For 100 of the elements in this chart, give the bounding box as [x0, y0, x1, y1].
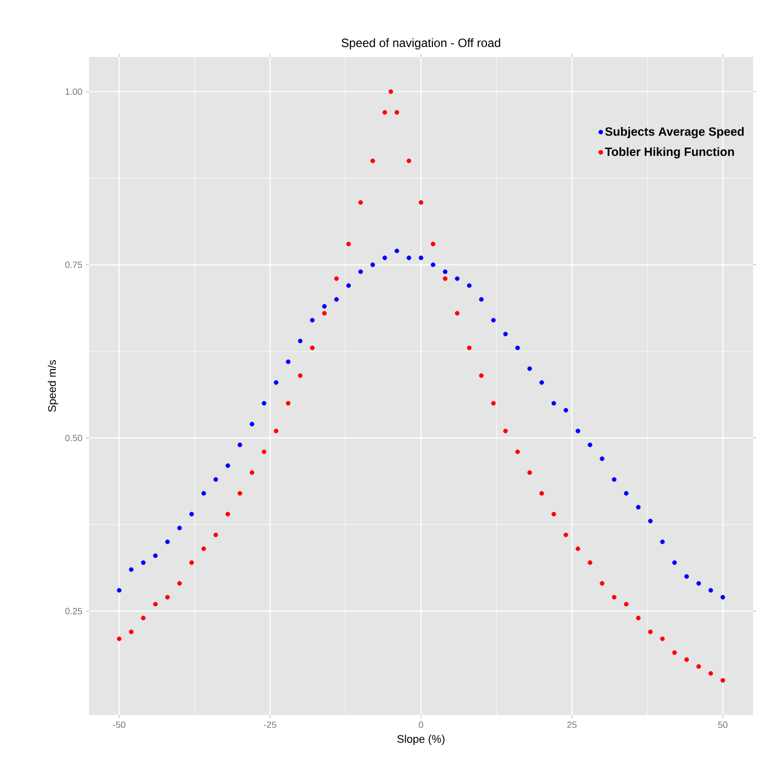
point [720, 678, 726, 683]
point [479, 373, 484, 378]
point [128, 567, 134, 572]
point [503, 332, 508, 336]
x-tick-label: -50 [113, 722, 126, 728]
point [612, 477, 616, 482]
point [322, 310, 327, 316]
point [576, 428, 580, 434]
point [310, 318, 315, 322]
point [388, 89, 394, 94]
point [382, 256, 388, 260]
y-tick-label: 0.50 [65, 434, 82, 442]
point [262, 449, 266, 454]
point [334, 297, 339, 302]
point [418, 256, 424, 260]
point [466, 346, 472, 350]
point [684, 657, 689, 662]
point [250, 470, 254, 475]
point [153, 602, 158, 606]
point [274, 428, 278, 434]
point [708, 671, 714, 676]
point [238, 491, 242, 496]
point [539, 491, 544, 496]
point [551, 512, 556, 516]
point [636, 504, 641, 510]
point [141, 560, 146, 565]
point [322, 304, 327, 309]
point [539, 380, 544, 385]
point [358, 269, 363, 274]
point [551, 401, 556, 406]
point [491, 318, 496, 322]
x-tick-label: 25 [567, 722, 577, 728]
point [600, 456, 604, 462]
point [708, 588, 714, 593]
point [672, 650, 677, 655]
chart-title: Speed of navigation - Off road [342, 38, 500, 50]
point [358, 200, 363, 205]
point [141, 616, 146, 620]
y-tick-label: 1.00 [66, 88, 82, 95]
point [226, 463, 230, 468]
point [116, 636, 122, 642]
point [262, 401, 266, 406]
point [128, 630, 134, 634]
point [298, 373, 303, 378]
point [346, 242, 351, 246]
point [612, 594, 616, 600]
point [213, 532, 218, 538]
point [406, 158, 412, 164]
point [394, 110, 400, 115]
point [201, 546, 206, 552]
y-axis-title: Speed m/s [48, 360, 58, 412]
point [165, 540, 170, 544]
x-tick-label: 50 [718, 722, 728, 728]
point [238, 442, 242, 448]
point [684, 574, 689, 579]
point [527, 470, 532, 475]
point [370, 262, 376, 268]
point [116, 588, 122, 593]
point [298, 338, 303, 344]
point [624, 602, 629, 606]
point [213, 477, 218, 482]
point [491, 401, 496, 406]
point [165, 594, 170, 600]
point [250, 422, 254, 426]
point [406, 256, 412, 260]
point [274, 380, 278, 385]
legend-label: Tobler Hiking Function [605, 147, 734, 158]
point [418, 200, 424, 205]
point [466, 283, 472, 288]
point [660, 540, 665, 544]
point [479, 297, 484, 302]
y-tick-label: 0.25 [65, 608, 82, 614]
point [648, 630, 653, 634]
point [189, 560, 194, 565]
point [576, 546, 580, 552]
point [201, 491, 206, 496]
point [286, 401, 290, 406]
point [696, 581, 701, 586]
point [588, 560, 592, 565]
point [454, 310, 460, 316]
point [430, 242, 436, 246]
point [454, 276, 460, 281]
y-tick-label: 0.75 [65, 262, 82, 268]
point [503, 428, 508, 434]
point [564, 532, 568, 538]
x-tick-label: -25 [264, 722, 276, 728]
point [346, 283, 351, 288]
legend-label: Subjects Average Speed [605, 127, 744, 138]
point [564, 408, 568, 413]
point [515, 449, 520, 454]
point [430, 262, 436, 268]
point [660, 636, 665, 642]
point [442, 276, 448, 281]
point [672, 560, 677, 565]
point [394, 248, 400, 254]
point [515, 346, 520, 350]
point [696, 664, 701, 669]
point [153, 553, 158, 558]
point [527, 366, 532, 371]
point [636, 616, 641, 620]
